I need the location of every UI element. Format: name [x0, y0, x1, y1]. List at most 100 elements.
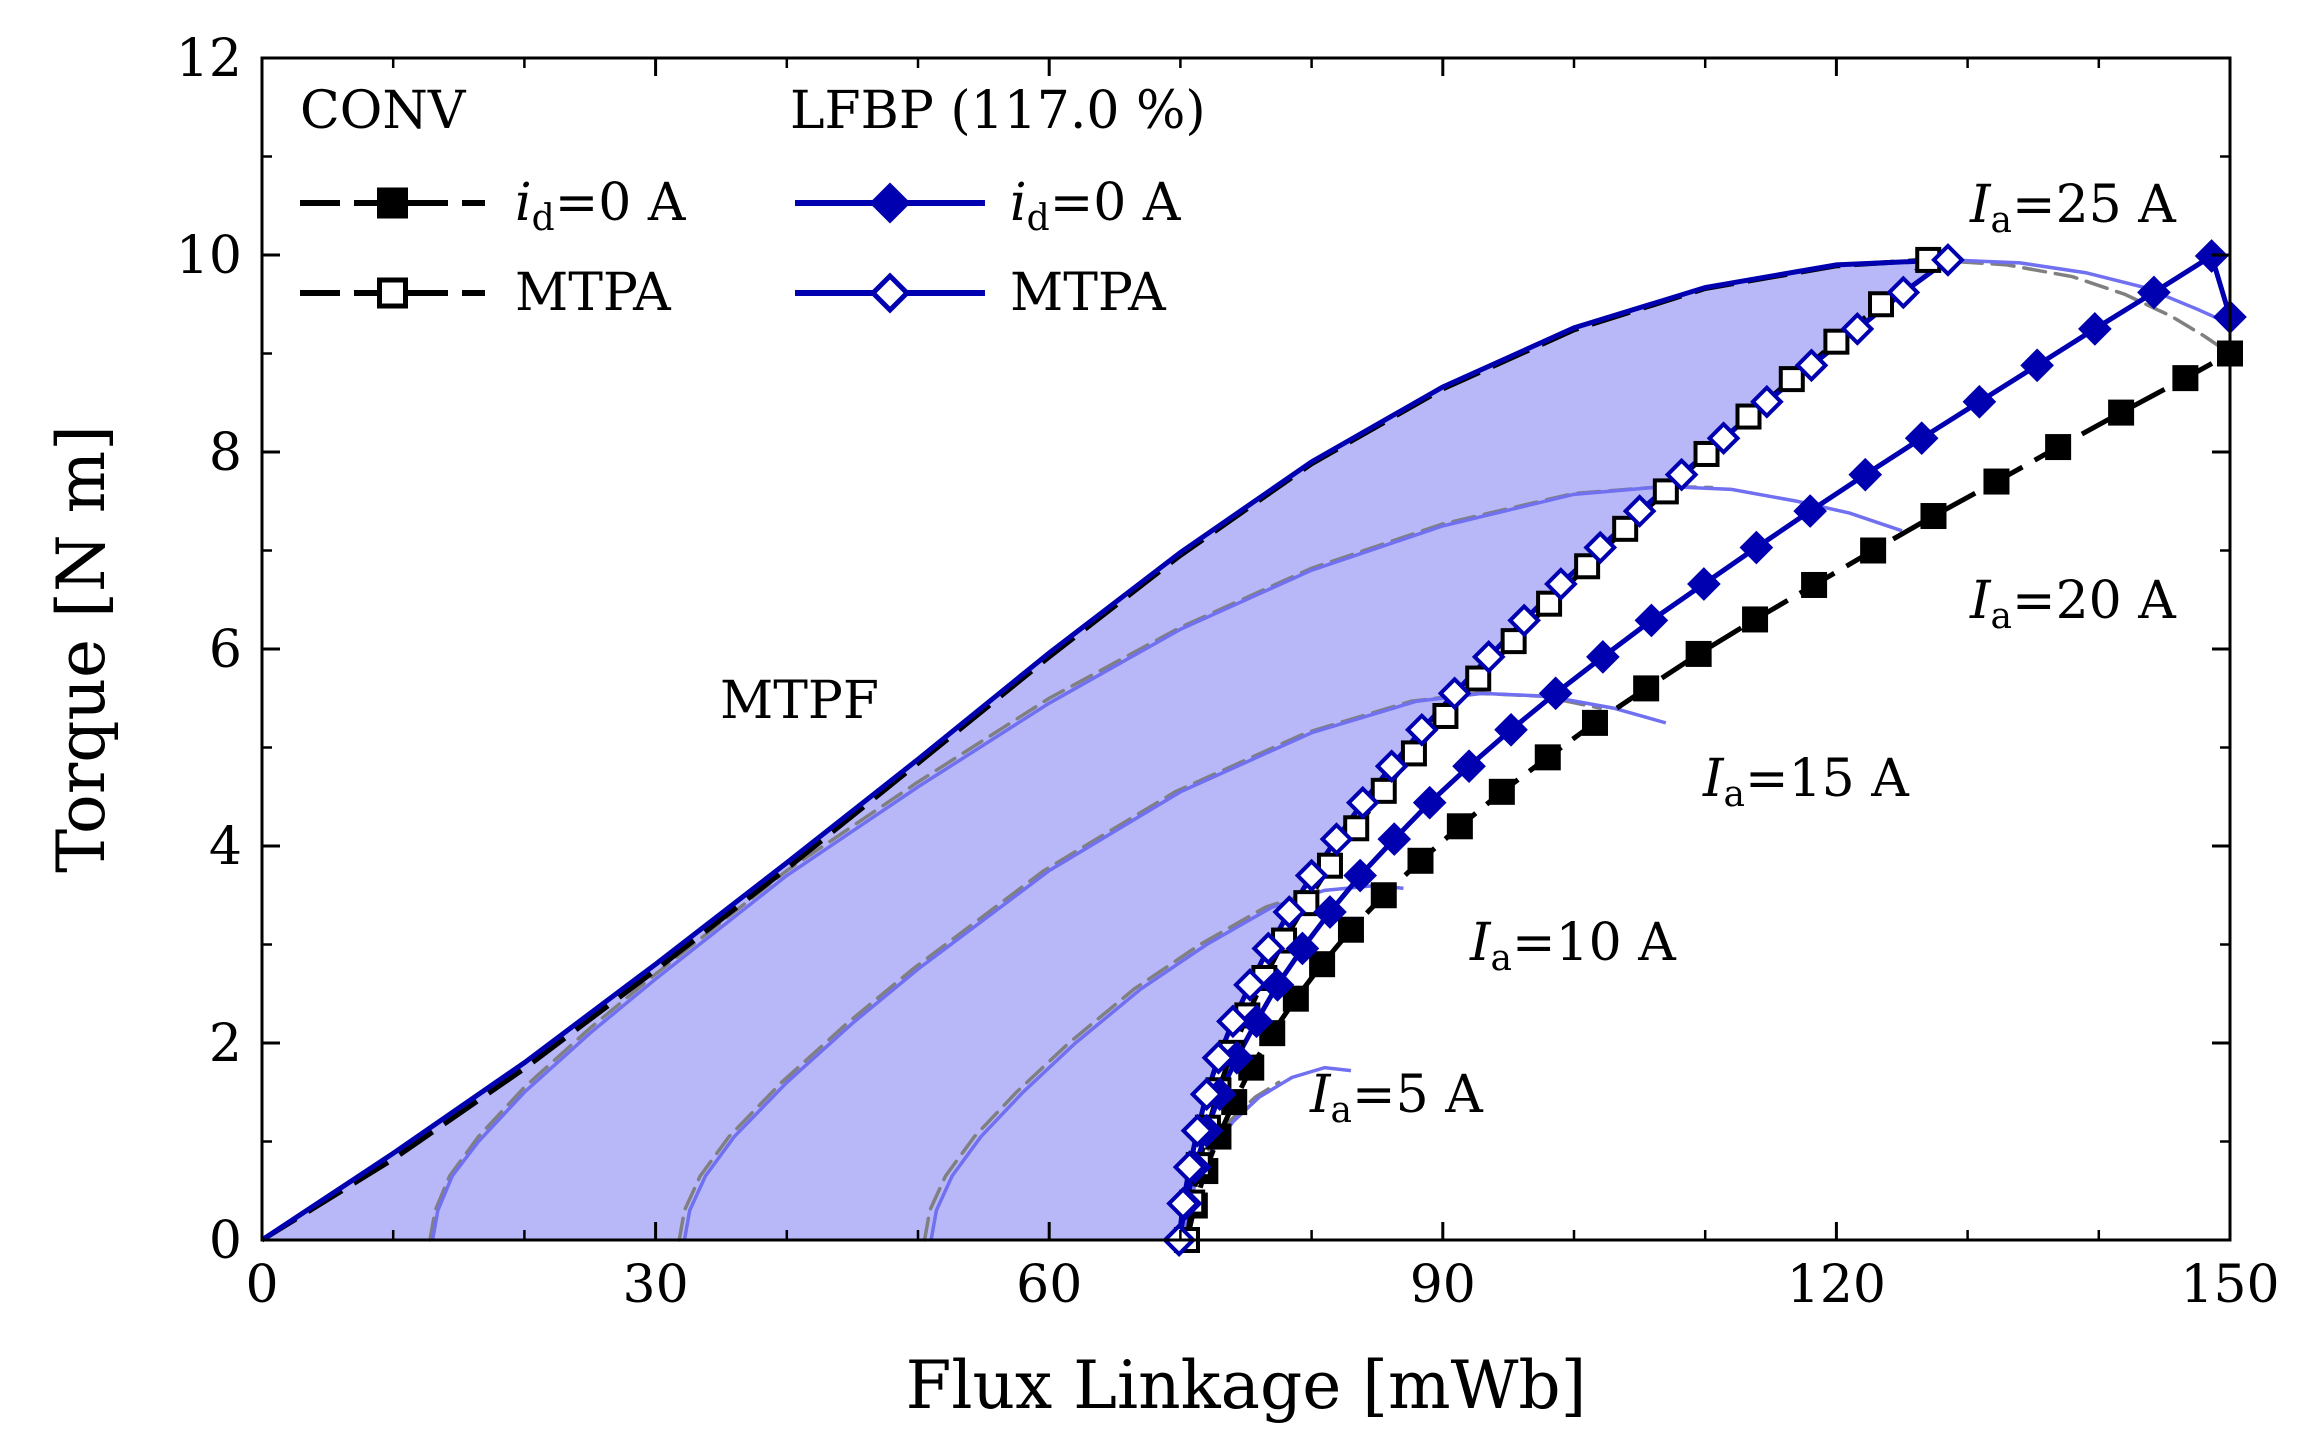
- marker-conv-id-0-a: [1488, 778, 1515, 805]
- marker-conv-mtpa: [1500, 628, 1527, 655]
- contour-conv-ia-10-a: [922, 888, 1320, 1242]
- legend-entry-conv-id0: id=0 A: [300, 173, 687, 239]
- legend-marker-diamond: [869, 182, 911, 224]
- marker-lfbp-mtpa: [1706, 421, 1741, 456]
- marker-conv-mtpa: [1778, 366, 1805, 393]
- marker-lfbp-id-0-a: [1848, 457, 1883, 492]
- marker-conv-id-0-a: [1581, 709, 1608, 736]
- marker-conv-id-0-a: [1920, 503, 1947, 530]
- legend-label-subscript: d: [1027, 198, 1050, 239]
- marker-lfbp-id-0-a: [1793, 494, 1827, 528]
- x-axis-label: Flux Linkage [mWb]: [906, 1347, 1587, 1424]
- legend-entry-lfbp-mtpa: MTPA: [795, 263, 1167, 323]
- annotation-symbol: I: [1702, 749, 1725, 809]
- marker-lfbp-mtpa: [1180, 1113, 1215, 1148]
- tick-labels-layer: 0 30 60 90 120 150 0 2 4 6 8 10 12: [176, 29, 2280, 1315]
- marker-conv-id-0-a: [1633, 675, 1660, 702]
- legend-label-rest: =0 A: [555, 173, 687, 233]
- annotation-rest: =15 A: [1745, 749, 1910, 809]
- marker-lfbp-id-0-a: [2078, 312, 2112, 346]
- marker-conv-id-0-a: [1282, 985, 1309, 1012]
- annotation-rest: =20 A: [2012, 571, 2177, 631]
- marker-conv-id-0-a: [1337, 916, 1364, 943]
- legend-header-lfbp: LFBP (117.0 %): [790, 81, 1206, 141]
- marker-lfbp-mtpa: [1166, 1186, 1200, 1221]
- marker-conv-id-0-a: [1309, 951, 1336, 978]
- y-tick-label: 10: [176, 226, 242, 286]
- marker-lfbp-mtpa: [1794, 348, 1829, 383]
- marker-conv-mtpa: [1735, 403, 1762, 430]
- marker-lfbp-id-0-a: [1343, 858, 1377, 893]
- annotation-subscript: a: [1991, 596, 2012, 637]
- annotation-ia-15a: Ia=15 A: [1702, 749, 1910, 815]
- marker-conv-id-0-a: [1407, 847, 1434, 874]
- legend-label-conv-id0: id=0 A: [515, 173, 687, 239]
- x-tick-label: 150: [2180, 1255, 2279, 1315]
- marker-lfbp-id-0-a: [1687, 567, 1721, 601]
- annotation-subscript: a: [1991, 200, 2012, 241]
- y-tick-label: 8: [209, 423, 242, 483]
- marker-lfbp-mtpa: [1294, 858, 1329, 893]
- x-tick-label: 120: [1787, 1255, 1886, 1315]
- marker-lfbp-id-0-a: [1285, 931, 1320, 966]
- marker-lfbp-id-0-a: [1377, 822, 1412, 856]
- annotation-ia-25a: Ia=25 A: [1969, 175, 2177, 241]
- marker-conv-mtpa: [1316, 852, 1343, 879]
- legend: CONV LFBP (117.0 %) id=0 A MTPA id=0 A M…: [300, 81, 1206, 323]
- line-conv-mtpf: [260, 257, 1929, 1243]
- marker-conv-mtpa: [1370, 777, 1397, 804]
- annotation-ia-5a: Ia=5 A: [1309, 1065, 1484, 1131]
- marker-conv-mtpa: [1823, 328, 1850, 355]
- contour-conv-ia-5-a: [1177, 1080, 1281, 1242]
- marker-conv-mtpa: [1574, 553, 1601, 580]
- legend-header-conv: CONV: [300, 81, 467, 141]
- marker-lfbp-mtpa: [1374, 749, 1409, 784]
- marker-lfbp-mtpa: [1172, 1150, 1207, 1184]
- marker-conv-id-0-a: [1534, 744, 1561, 771]
- marker-lfbp-id-0-a: [1412, 785, 1447, 820]
- y-tick-label: 12: [176, 29, 242, 89]
- marker-lfbp-id-0-a: [2020, 348, 2054, 383]
- y-tick-label: 0: [209, 1211, 242, 1271]
- x-tick-label: 90: [1410, 1255, 1476, 1315]
- x-tick-label: 60: [1016, 1255, 1082, 1315]
- marker-lfbp-mtpa: [1251, 931, 1286, 966]
- marker-lfbp-id-0-a: [1313, 895, 1347, 929]
- annotation-rest: =5 A: [1352, 1065, 1484, 1125]
- legend-label-rest: =0 A: [1050, 173, 1182, 233]
- marker-conv-mtpa: [1465, 665, 1492, 692]
- annotations: MTPF Ia=25 A Ia=20 A Ia=15 A Ia=10 A Ia=…: [720, 175, 2177, 1131]
- marker-lfbp-mtpa: [1664, 457, 1699, 492]
- marker-lfbp-mtpa: [1233, 968, 1267, 1002]
- marker-lfbp-mtpa: [1189, 1077, 1224, 1112]
- marker-lfbp-id-0-a: [1452, 749, 1486, 784]
- feasible-region-fill: [262, 259, 1948, 1240]
- marker-lfbp-id-0-a: [1538, 676, 1573, 711]
- annotation-subscript: a: [1331, 1090, 1352, 1131]
- marker-lfbp-id-0-a: [1739, 530, 1774, 565]
- marker-lfbp-id-0-a: [1494, 712, 1528, 747]
- marker-conv-id-0-a: [1685, 640, 1712, 667]
- marker-lfbp-mtpa: [1437, 676, 1472, 711]
- marker-conv-mtpa: [1693, 440, 1720, 467]
- marker-lfbp-id-0-a: [2194, 239, 2229, 273]
- contour-lfbp-ia-15-a: [682, 691, 1667, 1241]
- marker-conv-id-0-a: [1983, 468, 2010, 495]
- contour-lfbp-ia-10-a: [929, 883, 1404, 1241]
- marker-lfbp-id-0-a: [1962, 384, 1997, 419]
- marker-lfbp-mtpa: [1840, 312, 1875, 346]
- marker-lfbp-mtpa: [1319, 822, 1354, 856]
- marker-conv-mtpa: [1343, 815, 1370, 842]
- legend-entry-lfbp-id0: id=0 A: [795, 173, 1182, 239]
- marker-conv-mtpa: [1652, 478, 1679, 505]
- feasible-region-layer: [262, 259, 1948, 1240]
- marker-conv-id-0-a: [1446, 813, 1473, 840]
- annotation-ia-20a: Ia=20 A: [1969, 571, 2177, 637]
- legend-marker-square: [377, 277, 408, 309]
- marker-conv-id-0-a: [2108, 399, 2135, 426]
- marker-conv-mtpa: [1536, 590, 1563, 617]
- marker-lfbp-id-0-a: [1239, 1004, 1274, 1039]
- x-tick-label: 30: [623, 1255, 689, 1315]
